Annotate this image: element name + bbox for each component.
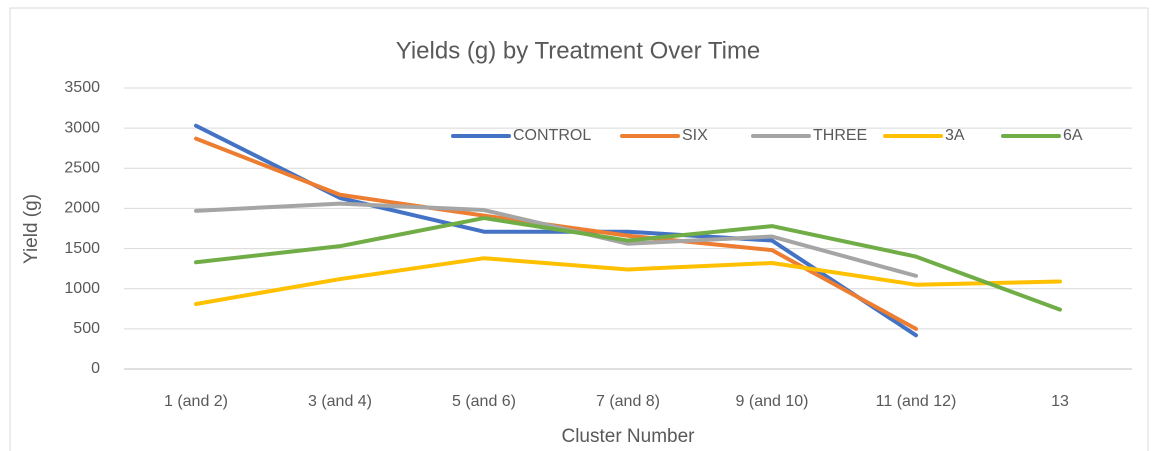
series-line (194, 216, 1062, 312)
chart-border (9, 7, 1149, 451)
legend-label: THREE (813, 127, 867, 144)
series-line (194, 201, 918, 278)
series-line (194, 256, 1062, 306)
legend-label: SIX (682, 127, 708, 144)
legend-label: 3A (945, 127, 965, 144)
y-tick-label: 3500 (64, 79, 100, 96)
y-tick-label: 1000 (64, 280, 100, 297)
y-tick-label: 0 (91, 360, 100, 377)
legend-label: CONTROL (513, 127, 591, 144)
x-tick-label: 9 (and 10) (736, 393, 809, 410)
y-tick-label: 2000 (64, 200, 100, 217)
x-tick-label: 1 (and 2) (164, 393, 228, 410)
y-tick-label: 2500 (64, 160, 100, 177)
chart-title: Yields (g) by Treatment Over Time (396, 37, 761, 64)
y-tick-label: 3000 (64, 119, 100, 136)
y-tick-label: 500 (73, 320, 100, 337)
y-tick-label: 1500 (64, 240, 100, 257)
x-axis-title: Cluster Number (561, 426, 695, 447)
x-tick-label: 7 (and 8) (596, 393, 660, 410)
x-tick-label: 5 (and 6) (452, 393, 516, 410)
x-tick-label: 13 (1051, 393, 1069, 410)
legend-label: 6A (1063, 127, 1083, 144)
x-tick-label: 11 (and 12) (876, 393, 957, 410)
x-tick-label: 3 (and 4) (308, 393, 372, 410)
y-axis-title: Yield (g) (21, 194, 42, 264)
